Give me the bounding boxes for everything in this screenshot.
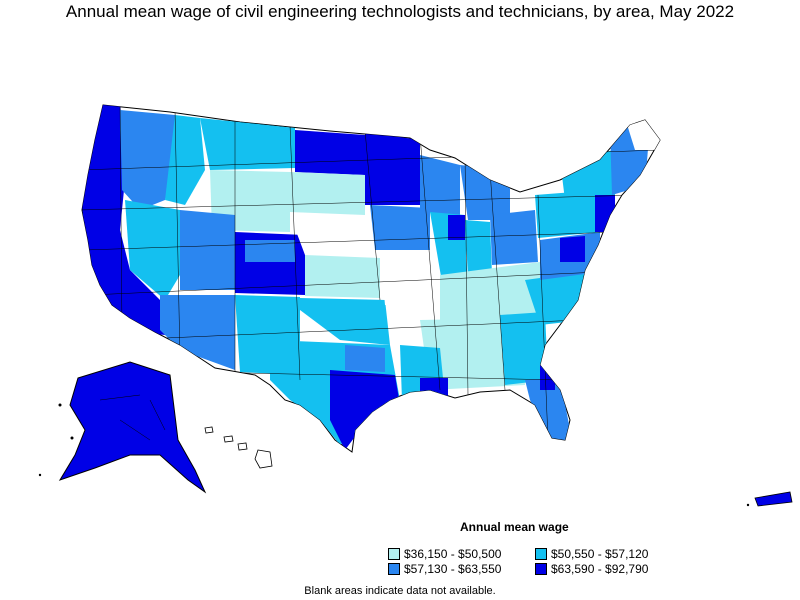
region-nevada bbox=[125, 200, 180, 300]
region-missouri bbox=[380, 250, 445, 310]
region-minnesota bbox=[365, 132, 420, 205]
legend-item-1: $36,150 - $50,500 bbox=[388, 546, 502, 561]
region-new-york bbox=[560, 150, 615, 200]
region-florida-east bbox=[540, 365, 555, 390]
region-deep-south bbox=[420, 318, 525, 390]
region-north-dakota bbox=[295, 130, 365, 175]
region-idaho bbox=[165, 115, 205, 205]
region-south-dakota bbox=[290, 172, 365, 215]
legend-label-2: $50,550 - $57,120 bbox=[551, 546, 649, 561]
legend-swatch-3 bbox=[388, 562, 400, 575]
region-dc-maryland bbox=[560, 236, 585, 262]
region-kentucky-tennessee bbox=[440, 262, 545, 330]
region-iowa bbox=[370, 205, 430, 250]
region-montana bbox=[200, 118, 295, 170]
legend-item-2: $50,550 - $57,120 bbox=[535, 546, 649, 561]
region-wisconsin bbox=[420, 155, 460, 215]
region-texas-central bbox=[345, 345, 385, 372]
legend-title: Annual mean wage bbox=[460, 520, 569, 534]
region-pennsylvania bbox=[535, 190, 600, 238]
legend-swatch-4 bbox=[535, 562, 547, 575]
region-northwest-interior bbox=[120, 110, 178, 210]
legend-label-4: $63,590 - $92,790 bbox=[551, 561, 649, 576]
region-nebraska bbox=[290, 215, 370, 255]
region-chicago bbox=[448, 215, 465, 240]
region-oklahoma bbox=[300, 298, 390, 345]
region-arizona bbox=[160, 295, 235, 370]
region-florida bbox=[525, 378, 572, 440]
legend-item-3: $57,130 - $63,550 bbox=[388, 561, 502, 576]
hawaii bbox=[204, 426, 273, 469]
region-indiana bbox=[465, 220, 492, 278]
region-georgia bbox=[500, 312, 548, 385]
map-title: Annual mean wage of civil engineering te… bbox=[65, 2, 735, 21]
region-colorado-inner bbox=[245, 240, 295, 262]
legend-swatch-2 bbox=[535, 547, 547, 560]
alaska bbox=[38, 361, 207, 494]
region-michigan bbox=[460, 165, 510, 220]
puerto-rico bbox=[746, 491, 793, 507]
legend-label-3: $57,130 - $63,550 bbox=[404, 561, 502, 576]
region-new-orleans bbox=[420, 378, 448, 400]
region-texas-gulf bbox=[330, 370, 400, 450]
region-nj-nyc bbox=[595, 195, 615, 232]
data-availability-note: Blank areas indicate data not available. bbox=[304, 585, 496, 597]
region-ohio bbox=[490, 210, 538, 265]
region-pacific-coast bbox=[82, 105, 165, 335]
legend-swatch-1 bbox=[388, 547, 400, 560]
legend-label-1: $36,150 - $50,500 bbox=[404, 546, 502, 561]
legend-item-4: $63,590 - $92,790 bbox=[535, 561, 649, 576]
region-utah bbox=[180, 210, 235, 290]
region-kansas bbox=[305, 255, 380, 298]
legend: Annual mean wage $36,150 - $50,500 $50,5… bbox=[385, 518, 685, 578]
